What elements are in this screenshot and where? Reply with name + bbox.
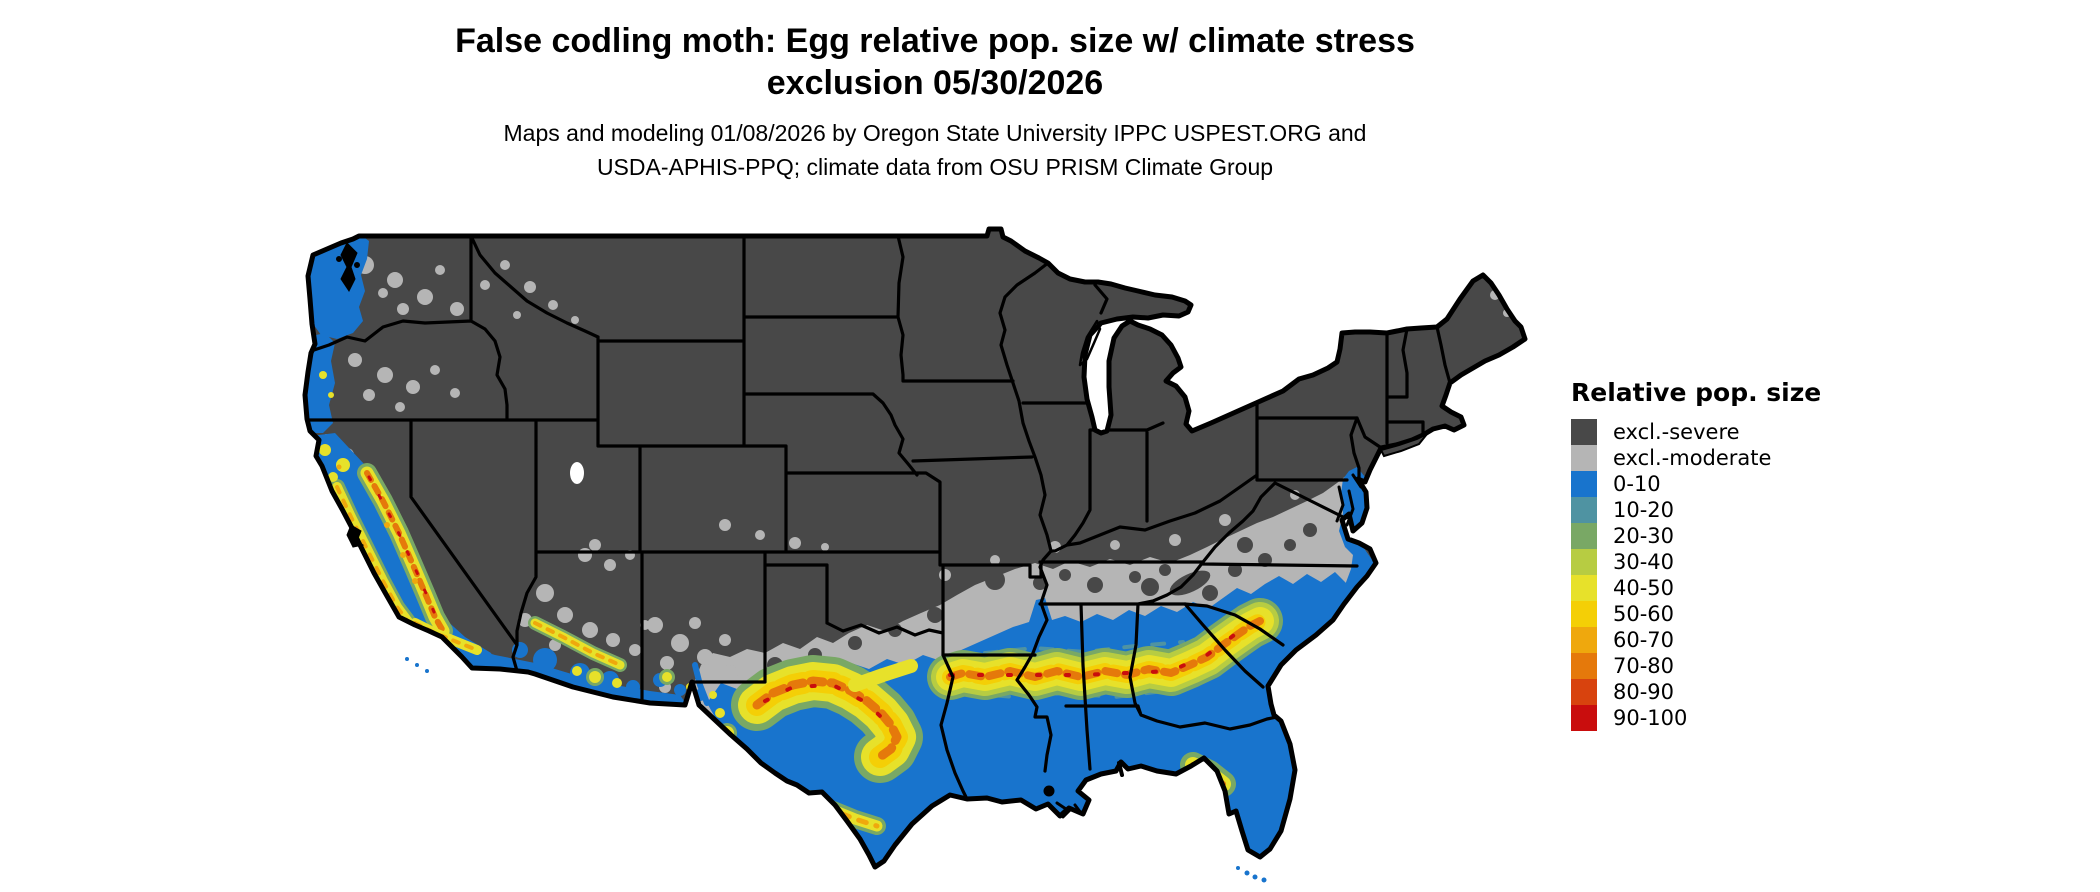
legend-label-b50: 50-60: [1613, 602, 1675, 626]
subtitle-line-2: USDA-APHIS-PPQ; climate data from OSU PR…: [596, 154, 1274, 180]
subtitle-line-1: Maps and modeling 01/08/2026 by Oregon S…: [503, 120, 1367, 146]
long-island: [1379, 433, 1428, 458]
legend-label-b80: 80-90: [1613, 680, 1675, 704]
great-salt-lake: [570, 462, 584, 484]
mobile-bay: [1117, 761, 1124, 777]
legend-label-b70: 70-80: [1613, 654, 1675, 678]
florida-keys: [1236, 866, 1267, 883]
legend: Relative pop. size excl.-severe excl.-mod…: [1571, 378, 1891, 731]
channel-islands: [405, 657, 429, 673]
puget-sound: [340, 242, 358, 292]
legend-swatch-b80: [1571, 679, 1597, 705]
legend-swatch-b20: [1571, 523, 1597, 549]
mississippi-delta: [1055, 801, 1083, 819]
legend-item-severe: excl.-severe: [1571, 419, 1891, 445]
legend-item-b30: 30-40: [1571, 549, 1891, 575]
lake-pontchartrain: [1043, 785, 1055, 797]
legend-label-severe: excl.-severe: [1613, 420, 1740, 444]
legend-swatch-b50: [1571, 601, 1597, 627]
legend-items: excl.-severe excl.-moderate 0-10 10-20 20-30…: [1571, 419, 1891, 731]
map-title: False codling moth: Egg relative pop. si…: [0, 20, 1870, 104]
title-line-1: False codling moth: Egg relative pop. si…: [455, 22, 1415, 60]
legend-item-b90: 90-100: [1571, 705, 1891, 731]
legend-swatch-b30: [1571, 549, 1597, 575]
zone-excl-severe-speckles: [767, 523, 1317, 673]
water-details: [336, 242, 1363, 819]
us-map: [295, 225, 1555, 890]
chesapeake-bay: [1335, 473, 1363, 527]
legend-label-b30: 30-40: [1613, 550, 1675, 574]
legend-swatch-b10: [1571, 497, 1597, 523]
map-subtitle: Maps and modeling 01/08/2026 by Oregon S…: [0, 116, 1870, 184]
san-francisco-bay: [346, 524, 365, 548]
legend-swatch-b70: [1571, 653, 1597, 679]
legend-swatch-severe: [1571, 419, 1597, 445]
legend-item-b80: 80-90: [1571, 679, 1891, 705]
legend-item-moderate: excl.-moderate: [1571, 445, 1891, 471]
legend-label-b60: 60-70: [1613, 628, 1675, 652]
legend-swatch-b40: [1571, 575, 1597, 601]
legend-label-b10: 10-20: [1613, 498, 1675, 522]
us-map-svg: [295, 225, 1555, 883]
legend-item-b70: 70-80: [1571, 653, 1891, 679]
legend-title: Relative pop. size: [1571, 378, 1822, 407]
legend-item-b20: 20-30: [1571, 523, 1891, 549]
legend-swatch-b90: [1571, 705, 1597, 731]
legend-label-b0: 0-10: [1613, 472, 1661, 496]
legend-item-b10: 10-20: [1571, 497, 1891, 523]
legend-swatch-moderate: [1571, 445, 1597, 471]
zone-0-10-washington: [307, 235, 369, 339]
legend-item-b40: 40-50: [1571, 575, 1891, 601]
legend-item-b60: 60-70: [1571, 627, 1891, 653]
legend-label-b90: 90-100: [1613, 706, 1688, 730]
zone-0-10-rio-grande: [692, 662, 710, 706]
legend-label-b40: 40-50: [1613, 576, 1675, 600]
legend-item-b50: 50-60: [1571, 601, 1891, 627]
legend-swatch-b60: [1571, 627, 1597, 653]
state-borders: [305, 234, 1452, 801]
title-line-2: exclusion 05/30/2026: [766, 64, 1104, 102]
zone-0-10-border-strip: [423, 630, 691, 711]
legend-swatch-b0: [1571, 471, 1597, 497]
legend-label-moderate: excl.-moderate: [1613, 446, 1772, 470]
legend-label-b20: 20-30: [1613, 524, 1675, 548]
legend-item-b0: 0-10: [1571, 471, 1891, 497]
